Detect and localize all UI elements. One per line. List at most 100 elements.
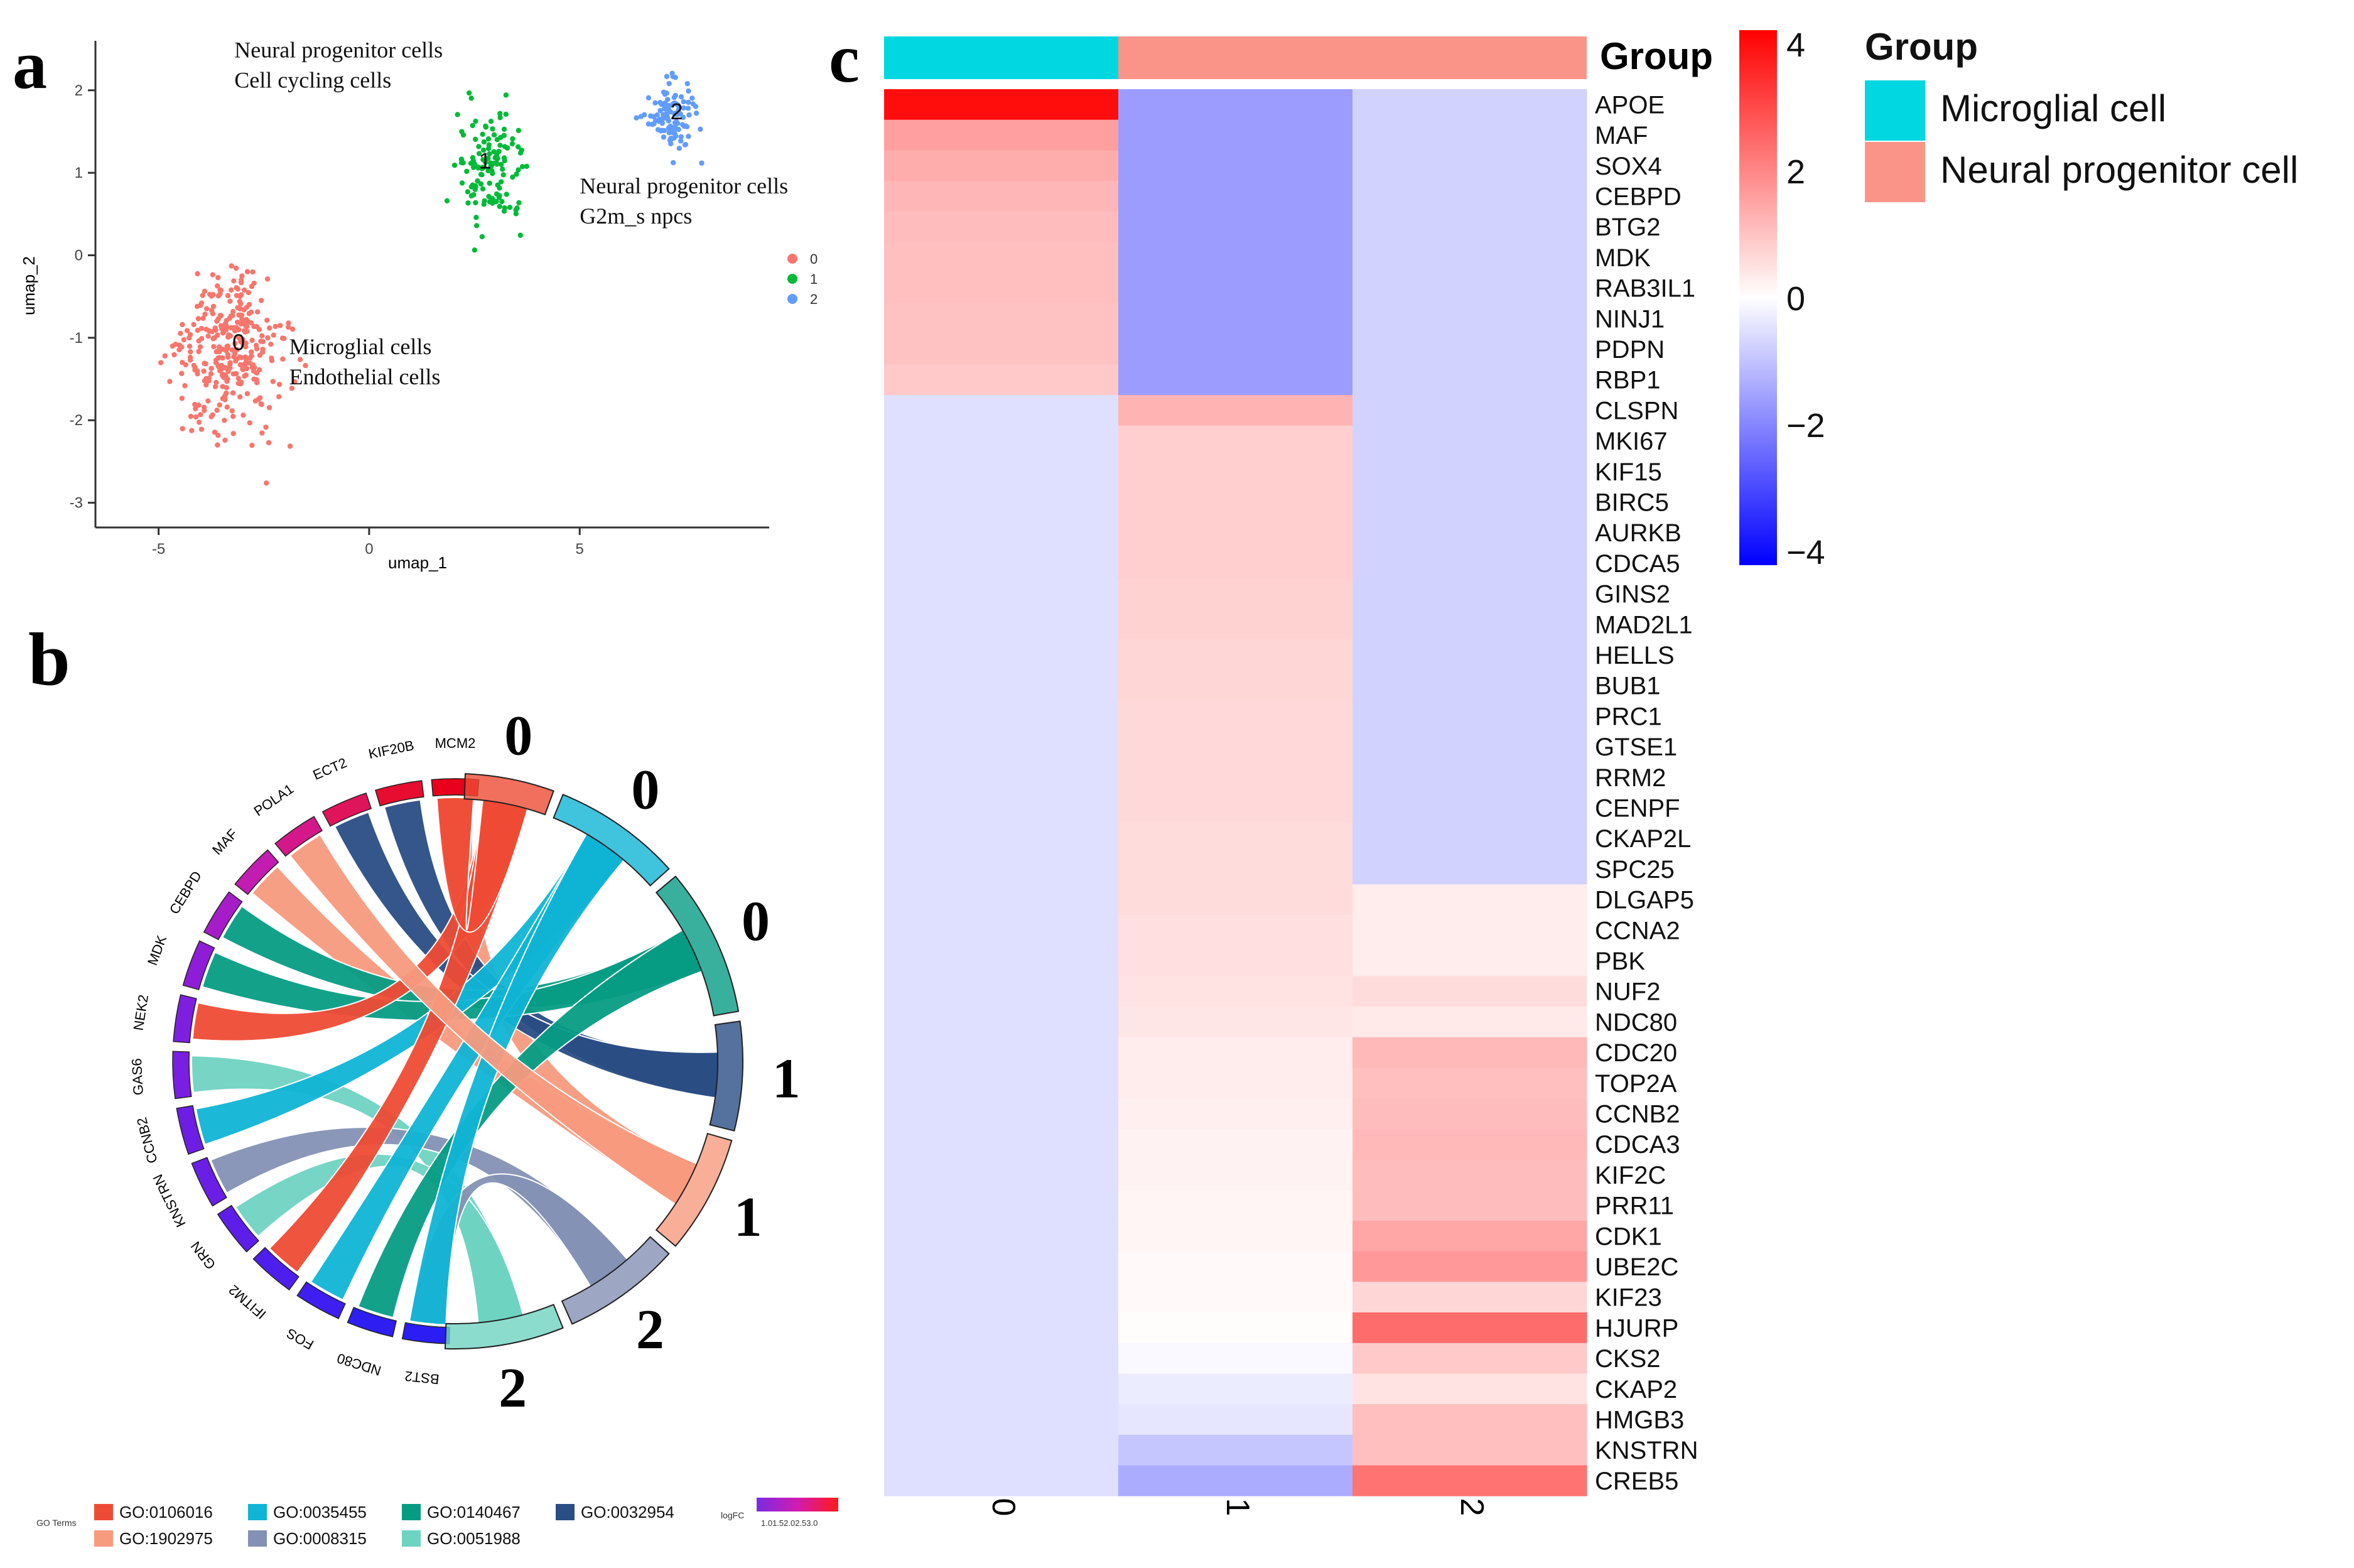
umap-point-cluster-1 [493,199,499,205]
go-legend-label: GO:0051988 [427,1529,521,1548]
cluster-label: 2 [636,1299,664,1361]
heatmap-row-label: CCNA2 [1595,917,1680,944]
gene-sector-maf [234,849,279,895]
heatmap-row-label: CDC20 [1595,1039,1677,1067]
umap-point-cluster-2 [667,127,672,133]
gene-sector-fos [296,1281,346,1319]
umap-point-cluster-0 [279,335,286,341]
heatmap-cell [1118,303,1353,335]
umap-point-cluster-0 [228,287,234,293]
heatmap-cell [1352,1220,1587,1252]
umap-x-ticks: -5 0 5 [152,527,584,558]
umap-cluster-label: 0 [232,330,245,355]
umap-point-cluster-0 [196,419,202,425]
umap-point-cluster-0 [285,324,291,330]
umap-point-cluster-1 [473,200,478,205]
umap-point-cluster-0 [200,315,206,322]
umap-point-cluster-0 [254,324,260,330]
heatmap-row-label: AURKB [1595,519,1682,547]
heatmap-row-label: MKI67 [1595,428,1668,455]
heatmap-row-label: MAF [1595,122,1648,149]
umap-point-cluster-0 [209,308,215,313]
umap-point-cluster-0 [198,412,203,418]
umap-point-cluster-0 [213,327,219,333]
umap-cluster-labels: 0 1 2 [232,99,683,355]
umap-y-ticks: -3 -2 -1 0 1 2 [70,82,95,512]
umap-point-cluster-0 [250,269,256,275]
heatmap-cell [884,731,1119,762]
umap-plot: -5 0 5 -3 -2 -1 0 1 2 0 1 2 Neural progenitor cel… [19,37,818,572]
heatmap-cell [1352,976,1587,1007]
umap-point-cluster-0 [188,349,193,355]
umap-point-cluster-0 [203,382,209,388]
umap-point-cluster-0 [205,398,211,404]
umap-legend-label: 2 [810,291,818,307]
colorbar-tick-label: 2 [1786,153,1805,191]
umap-point-cluster-0 [220,374,226,380]
heatmap-cell [884,150,1119,181]
umap-x-tick-label: 0 [365,541,373,558]
umap-point-cluster-0 [263,424,269,430]
gene-label: FOS [284,1325,316,1353]
heatmap-row-label: CCNB2 [1595,1100,1680,1128]
umap-point-cluster-0 [195,271,200,277]
umap-point-cluster-0 [236,312,242,318]
umap-legend-swatch [787,254,797,264]
umap-point-cluster-1 [468,95,474,101]
heatmap-cell [1118,1434,1353,1466]
umap-point-cluster-2 [664,97,671,102]
cluster-label: 1 [734,1186,762,1248]
umap-point-cluster-0 [192,401,198,408]
heatmap-cell [1118,1128,1353,1160]
umap-point-cluster-0 [179,396,185,401]
umap-point-cluster-0 [237,394,243,400]
umap-point-cluster-0 [214,349,220,354]
umap-point-cluster-2 [693,111,699,116]
panel-a: a -5 0 5 -3 -2 -1 0 1 2 0 1 2 Neural progenitor c… [13,26,818,572]
umap-point-cluster-1 [502,144,508,149]
gene-sector-grn [217,1204,259,1253]
umap-point-cluster-0 [224,343,230,349]
umap-annotations: Neural progenitor cells Cell cycling cell… [234,37,788,389]
go-legend-label: GO:1902975 [119,1529,213,1548]
umap-point-cluster-0 [224,390,229,396]
umap-point-cluster-2 [651,121,657,127]
umap-y-tick-label: 2 [75,82,83,99]
heatmap-cell [1352,884,1587,916]
heatmap-cell [1118,1068,1353,1099]
umap-point-cluster-1 [459,180,465,186]
panel-c-label: c [829,20,860,97]
heatmap-group-bar [884,36,1587,79]
umap-point-cluster-2 [686,134,691,139]
logfc-title: logFC [721,1510,744,1520]
chord-ribbons [191,796,720,1326]
gene-label: KIF20B [367,737,416,762]
umap-point-cluster-1 [504,192,509,197]
umap-point-cluster-0 [198,303,203,308]
heatmap-cell [884,976,1119,1007]
umap-point-cluster-0 [243,340,249,346]
heatmap-cell [1352,242,1587,273]
umap-point-cluster-0 [229,408,235,414]
heatmap-column-label: 1 [1219,1498,1256,1517]
heatmap-cell [1352,1282,1587,1313]
heatmap-cell [1352,853,1587,885]
umap-point-cluster-0 [191,322,197,328]
heatmap-row-label: KIF15 [1595,458,1662,486]
umap-point-cluster-1 [510,136,516,142]
umap-point-cluster-1 [470,122,475,129]
umap-point-cluster-0 [206,328,212,333]
heatmap-cell [1352,1098,1587,1130]
heatmap-row-label: CKAP2 [1595,1376,1677,1403]
umap-point-cluster-0 [249,337,255,343]
cluster-sector [553,794,670,887]
umap-point-cluster-0 [232,340,238,347]
umap-point-cluster-1 [444,198,450,204]
umap-point-cluster-0 [214,283,220,289]
umap-point-cluster-0 [220,355,225,361]
umap-point-cluster-1 [514,171,519,177]
heatmap-cell [1352,578,1587,610]
umap-point-cluster-1 [516,144,521,150]
gene-sector-ccnb2 [176,1105,205,1155]
heatmap-cell [884,181,1119,212]
